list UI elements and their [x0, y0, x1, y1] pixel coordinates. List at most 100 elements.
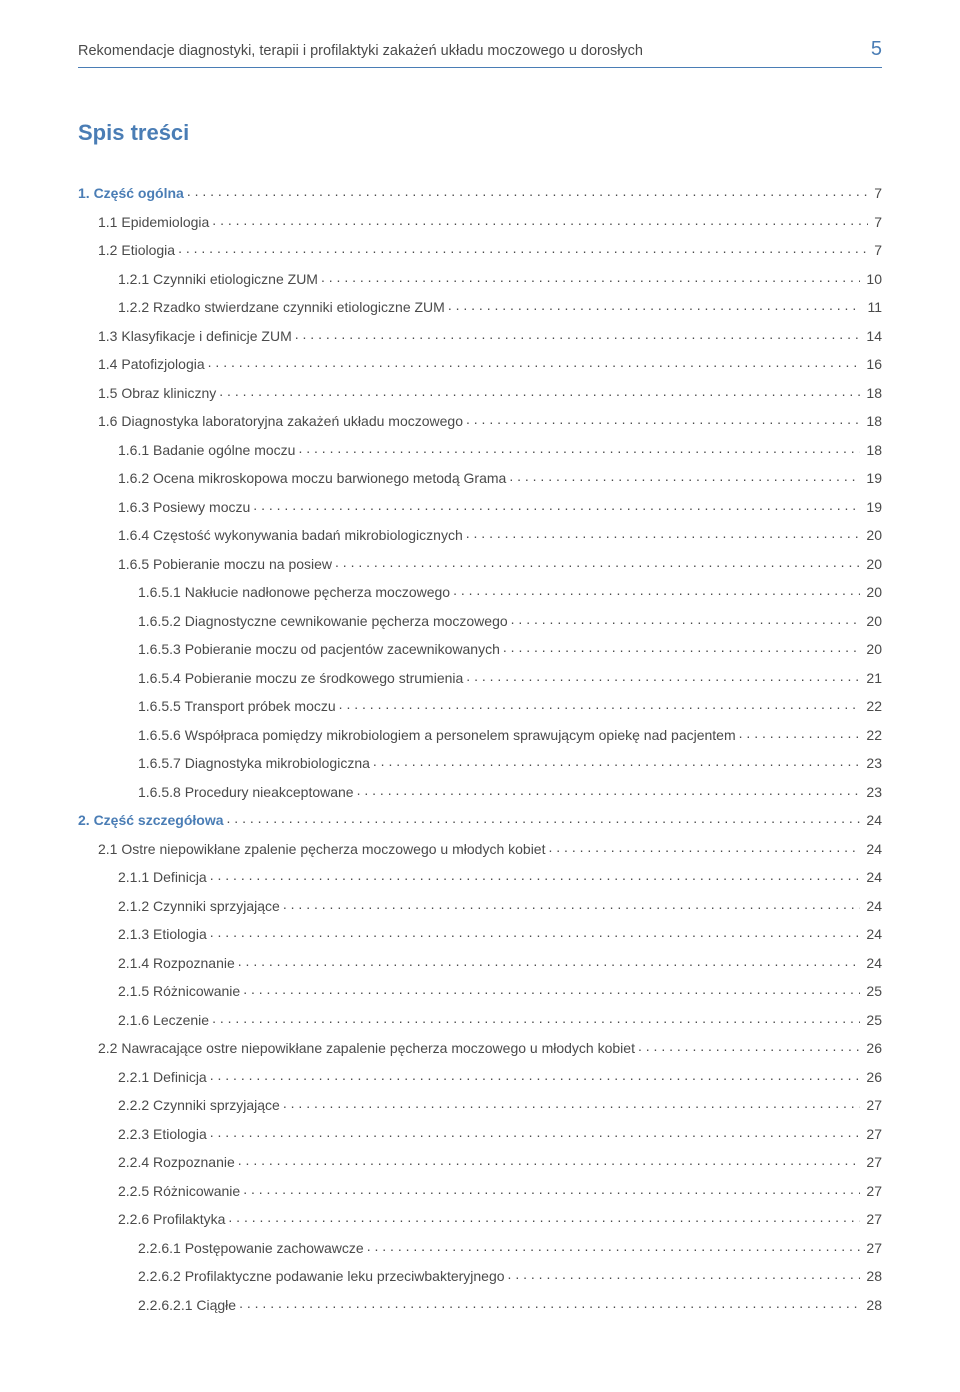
toc-entry-label: 2.2.4 Rozpoznanie [118, 1155, 235, 1169]
toc-entry-label: 1.6.4 Częstość wykonywania badań mikrobi… [118, 528, 463, 542]
toc-entry: 1.6.5.3 Pobieranie moczu od pacjentów za… [78, 640, 882, 656]
toc-entry-page: 18 [863, 414, 882, 428]
toc-leader-dots [373, 754, 861, 768]
toc-entry-page: 25 [863, 984, 882, 998]
toc-entry-label: 1.6.5.6 Współpraca pomiędzy mikrobiologi… [138, 728, 736, 742]
toc-entry: 1.6.5.6 Współpraca pomiędzy mikrobiologi… [78, 726, 882, 742]
toc-entry-page: 20 [863, 528, 882, 542]
toc-entry-label: 2.1.1 Definicja [118, 870, 207, 884]
toc-entry-page: 10 [863, 272, 882, 286]
toc-leader-dots [453, 583, 860, 597]
toc-entry-label: 2.2.1 Definicja [118, 1070, 207, 1084]
toc-entry-label: 1.6.5 Pobieranie moczu na posiew [118, 557, 332, 571]
toc-leader-dots [238, 1153, 861, 1167]
toc-leader-dots [219, 384, 860, 398]
toc-leader-dots [238, 954, 861, 968]
toc-entry-page: 27 [863, 1098, 882, 1112]
toc-leader-dots [298, 441, 860, 455]
toc-entry-page: 19 [863, 471, 882, 485]
toc-entry-page: 24 [863, 870, 882, 884]
toc-leader-dots [466, 526, 861, 540]
toc-entry-page: 7 [871, 215, 882, 229]
toc-leader-dots [503, 640, 861, 654]
toc-entry-label: 1.6.5.4 Pobieranie moczu ze środkowego s… [138, 671, 463, 685]
toc-entry-page: 20 [863, 557, 882, 571]
toc-leader-dots [227, 811, 861, 825]
toc-entry: 2.1.6 Leczenie 25 [78, 1011, 882, 1027]
toc-leader-dots [283, 897, 861, 911]
toc-entry-page: 24 [863, 842, 882, 856]
toc-leader-dots [212, 1011, 860, 1025]
toc-leader-dots [212, 213, 868, 227]
toc-leader-dots [548, 840, 860, 854]
toc-entry-label: 1. Część ogólna [78, 186, 184, 200]
toc-entry-page: 27 [863, 1212, 882, 1226]
toc-entry-page: 20 [863, 642, 882, 656]
header-rule [78, 67, 882, 68]
toc-entry-label: 2.2.6.2 Profilaktyczne podawanie leku pr… [138, 1269, 505, 1283]
toc-entry: 2.1.4 Rozpoznanie24 [78, 954, 882, 970]
toc-entry: 2.2.1 Definicja 26 [78, 1068, 882, 1084]
toc-entry: 2. Część szczegółowa24 [78, 811, 882, 827]
toc-entry-label: 2.2.6.2.1 Ciągłe [138, 1298, 236, 1312]
toc-entry-label: 2. Część szczegółowa [78, 813, 224, 827]
header-title: Rekomendacje diagnostyki, terapii i prof… [78, 43, 643, 59]
toc-entry-label: 1.6.5.2 Diagnostyczne cewnikowanie pęche… [138, 614, 508, 628]
toc-entry-page: 23 [863, 756, 882, 770]
toc-entry-page: 26 [863, 1070, 882, 1084]
toc-leader-dots [210, 925, 861, 939]
toc-entry: 1.6.5.7 Diagnostyka mikrobiologiczna23 [78, 754, 882, 770]
toc-leader-dots [178, 241, 868, 255]
toc-entry-label: 1.6.5.3 Pobieranie moczu od pacjentów za… [138, 642, 500, 656]
toc-entry-label: 1.2.2 Rzadko stwierdzane czynniki etiolo… [118, 300, 445, 314]
toc-entry: 2.2.4 Rozpoznanie 27 [78, 1153, 882, 1169]
toc-entry-page: 27 [863, 1184, 882, 1198]
toc-entry: 1.6.5.2 Diagnostyczne cewnikowanie pęche… [78, 612, 882, 628]
toc-leader-dots [295, 327, 861, 341]
toc-leader-dots [509, 469, 860, 483]
toc-entry-label: 2.1.2 Czynniki sprzyjające [118, 899, 280, 913]
toc-entry: 1.2 Etiologia7 [78, 241, 882, 257]
toc-entry-label: 2.2.3 Etiologia [118, 1127, 207, 1141]
toc-leader-dots [283, 1096, 861, 1110]
toc-entry-page: 11 [864, 300, 882, 314]
toc-entry: 1.2.2 Rzadko stwierdzane czynniki etiolo… [78, 298, 882, 314]
toc-entry: 2.1.3 Etiologia24 [78, 925, 882, 941]
toc-entry-label: 1.6.2 Ocena mikroskopowa moczu barwioneg… [118, 471, 506, 485]
toc-entry-label: 1.6.1 Badanie ogólne moczu [118, 443, 295, 457]
toc-leader-dots [210, 1068, 861, 1082]
toc-leader-dots [187, 184, 868, 198]
toc-leader-dots [253, 498, 860, 512]
toc-entry: 1.4 Patofizjologia16 [78, 355, 882, 371]
toc-entry: 2.2.6.2.1 Ciągłe28 [78, 1296, 882, 1312]
toc-entry-page: 18 [863, 386, 882, 400]
toc-container: 1. Część ogólna71.1 Epidemiologia71.2 Et… [78, 184, 882, 1312]
toc-entry: 2.1.5 Różnicowanie25 [78, 982, 882, 998]
toc-entry-page: 27 [863, 1155, 882, 1169]
toc-entry-page: 27 [863, 1127, 882, 1141]
toc-leader-dots [511, 612, 861, 626]
toc-entry-label: 1.6.5.8 Procedury nieakceptowane [138, 785, 354, 799]
toc-entry-label: 2.1.3 Etiologia [118, 927, 207, 941]
toc-entry-label: 1.2 Etiologia [98, 243, 175, 257]
toc-entry: 2.2.2 Czynniki sprzyjające27 [78, 1096, 882, 1112]
toc-entry: 1.6.5 Pobieranie moczu na posiew 20 [78, 555, 882, 571]
toc-entry-label: 1.6.5.5 Transport próbek moczu [138, 699, 336, 713]
toc-entry-label: 1.3 Klasyfikacje i definicje ZUM [98, 329, 292, 343]
toc-entry: 1.3 Klasyfikacje i definicje ZUM14 [78, 327, 882, 343]
toc-leader-dots [210, 868, 861, 882]
toc-leader-dots [466, 669, 860, 683]
toc-leader-dots [466, 412, 860, 426]
toc-leader-dots [228, 1210, 860, 1224]
toc-leader-dots [339, 697, 861, 711]
toc-leader-dots [243, 1182, 860, 1196]
toc-entry: 2.2.5 Różnicowanie27 [78, 1182, 882, 1198]
toc-entry: 1.6.2 Ocena mikroskopowa moczu barwioneg… [78, 469, 882, 485]
toc-entry-label: 2.1.6 Leczenie [118, 1013, 209, 1027]
toc-entry-page: 25 [863, 1013, 882, 1027]
toc-entry: 1.6.5.1 Nakłucie nadłonowe pęcherza mocz… [78, 583, 882, 599]
toc-entry: 2.2.6.1 Postępowanie zachowawcze27 [78, 1239, 882, 1255]
toc-heading: Spis treści [78, 120, 882, 146]
toc-entry: 1.6 Diagnostyka laboratoryjna zakażeń uk… [78, 412, 882, 428]
toc-entry-page: 28 [863, 1269, 882, 1283]
